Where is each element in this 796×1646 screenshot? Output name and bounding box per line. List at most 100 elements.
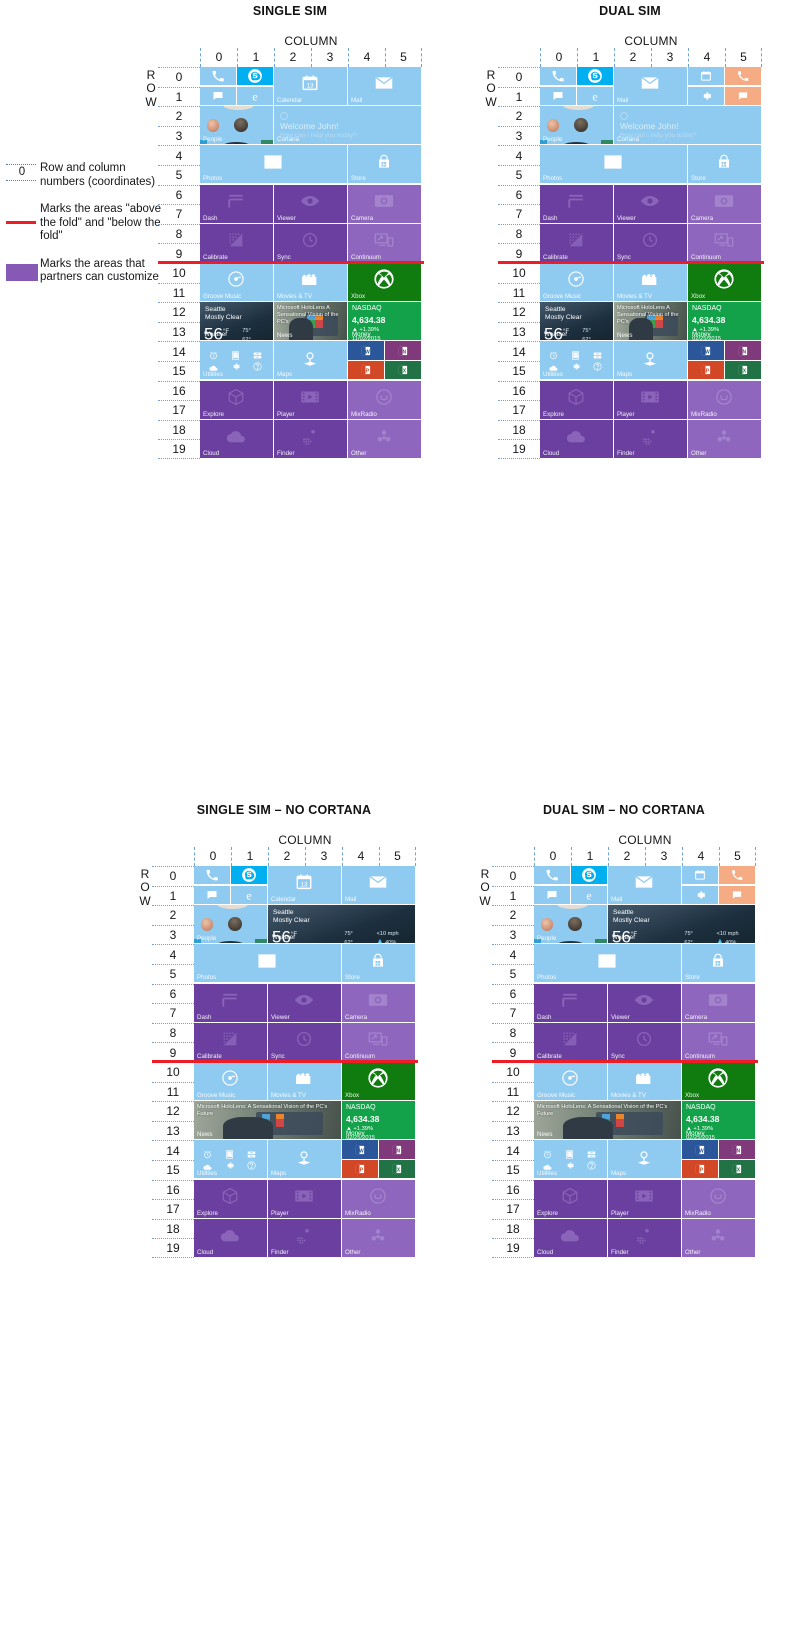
continuum-tile[interactable]: Continuum <box>342 1022 415 1061</box>
explore-tile[interactable]: Explore <box>534 1179 607 1218</box>
edge-tile[interactable]: e <box>237 86 273 105</box>
dual-sim-phone-tile[interactable] <box>719 866 755 885</box>
movies-tv-tile[interactable]: Movies & TV <box>268 1062 341 1100</box>
viewer-tile[interactable]: Viewer <box>608 983 681 1022</box>
other-tile[interactable]: Other <box>688 419 761 458</box>
news-tile[interactable]: Microsoft HoloLens: A Sensational Vision… <box>534 1101 681 1140</box>
maps-tile[interactable]: Maps <box>614 341 687 380</box>
edge-tile[interactable]: e <box>577 86 613 105</box>
calendar-tile[interactable] <box>688 67 724 86</box>
skype-tile[interactable] <box>231 866 267 885</box>
movies-tv-tile[interactable]: Movies & TV <box>608 1062 681 1100</box>
people-tile[interactable]: People <box>534 905 607 944</box>
photos-tile[interactable]: Photos <box>540 145 687 184</box>
xbox-tile[interactable]: Xbox <box>342 1062 415 1100</box>
finder-tile[interactable]: Finder <box>268 1218 341 1257</box>
excel-tile[interactable]: X <box>719 1160 755 1179</box>
calendar-tile[interactable]: 13 Calendar <box>268 866 341 904</box>
dash-tile[interactable]: Dash <box>194 983 267 1022</box>
finder-tile[interactable]: Finder <box>614 419 687 458</box>
word-tile[interactable]: W <box>348 341 384 360</box>
dash-tile[interactable]: Dash <box>200 184 273 223</box>
calendar-tile[interactable] <box>682 866 718 885</box>
mail-tile[interactable]: Mail <box>342 866 415 904</box>
groove-music-tile[interactable]: Groove Music <box>200 263 273 301</box>
store-tile[interactable]: Store <box>348 145 421 184</box>
people-tile[interactable]: People <box>200 106 273 145</box>
calibrate-tile[interactable]: Calibrate <box>194 1022 267 1061</box>
utilities-tile[interactable]: Utilities <box>194 1140 267 1179</box>
maps-tile[interactable]: Maps <box>268 1140 341 1179</box>
finder-tile[interactable]: Finder <box>608 1218 681 1257</box>
groove-music-tile[interactable]: Groove Music <box>540 263 613 301</box>
money-tile[interactable]: NASDAQ 4,634.38 ▲ +1.39% 02/25/2015 Mone… <box>342 1101 415 1140</box>
camera-tile[interactable]: Camera <box>688 184 761 223</box>
weather-tile[interactable]: Seattle Mostly Clear 56°F 75° 62° <10 mph… <box>268 905 415 944</box>
other-tile[interactable]: Other <box>348 419 421 458</box>
settings-tile[interactable] <box>688 86 724 105</box>
sync-tile[interactable]: Sync <box>268 1022 341 1061</box>
money-tile[interactable]: NASDAQ 4,634.38 ▲ +1.39% 11/02/2015 Mone… <box>348 302 421 341</box>
xbox-tile[interactable]: Xbox <box>688 263 761 301</box>
continuum-tile[interactable]: Continuum <box>682 1022 755 1061</box>
phone-tile[interactable] <box>540 67 576 86</box>
phone-tile[interactable] <box>200 67 236 86</box>
cloud-tile[interactable]: Cloud <box>540 419 613 458</box>
other-tile[interactable]: Other <box>342 1218 415 1257</box>
dash-tile[interactable]: Dash <box>534 983 607 1022</box>
utilities-tile[interactable]: Utilities <box>534 1140 607 1179</box>
dual-sim-messaging-tile[interactable] <box>725 86 761 105</box>
excel-tile[interactable]: X <box>725 361 761 380</box>
player-tile[interactable]: Player <box>608 1179 681 1218</box>
maps-tile[interactable]: Maps <box>274 341 347 380</box>
xbox-tile[interactable]: Xbox <box>348 263 421 301</box>
finder-tile[interactable]: Finder <box>274 419 347 458</box>
movies-tv-tile[interactable]: Movies & TV <box>274 263 347 301</box>
messaging-tile[interactable] <box>540 86 576 105</box>
mixradio-tile[interactable]: MixRadio <box>688 380 761 419</box>
mixradio-tile[interactable]: MixRadio <box>682 1179 755 1218</box>
onenote-tile[interactable]: N <box>725 341 761 360</box>
store-tile[interactable]: Store <box>342 944 415 983</box>
onenote-tile[interactable]: N <box>719 1140 755 1159</box>
other-tile[interactable]: Other <box>682 1218 755 1257</box>
mail-tile[interactable]: Mail <box>348 67 421 105</box>
skype-tile[interactable] <box>577 67 613 86</box>
dash-tile[interactable]: Dash <box>540 184 613 223</box>
powerpoint-tile[interactable]: P <box>342 1160 378 1179</box>
phone-tile[interactable] <box>534 866 570 885</box>
player-tile[interactable]: Player <box>614 380 687 419</box>
powerpoint-tile[interactable]: P <box>688 361 724 380</box>
movies-tv-tile[interactable]: Movies & TV <box>614 263 687 301</box>
messaging-tile[interactable] <box>194 885 230 904</box>
powerpoint-tile[interactable]: P <box>348 361 384 380</box>
messaging-tile[interactable] <box>534 885 570 904</box>
store-tile[interactable]: Store <box>688 145 761 184</box>
powerpoint-tile[interactable]: P <box>682 1160 718 1179</box>
onenote-tile[interactable]: N <box>379 1140 415 1159</box>
player-tile[interactable]: Player <box>274 380 347 419</box>
onenote-tile[interactable]: N <box>385 341 421 360</box>
camera-tile[interactable]: Camera <box>348 184 421 223</box>
explore-tile[interactable]: Explore <box>200 380 273 419</box>
news-tile[interactable]: Microsoft HoloLens A Sensational Vision … <box>274 302 347 341</box>
store-tile[interactable]: Store <box>682 944 755 983</box>
people-tile[interactable]: People <box>540 106 613 145</box>
camera-tile[interactable]: Camera <box>682 983 755 1022</box>
edge-tile[interactable]: e <box>571 885 607 904</box>
calendar-tile[interactable]: 13 Calendar <box>274 67 347 105</box>
news-tile[interactable]: Microsoft HoloLens A Sensational Vision … <box>614 302 687 341</box>
sync-tile[interactable]: Sync <box>274 223 347 262</box>
photos-tile[interactable]: Photos <box>194 944 341 983</box>
settings-tile[interactable] <box>682 885 718 904</box>
mail-tile[interactable]: Mail <box>614 67 687 105</box>
weather-tile[interactable]: Seattle Mostly Clear 56°F 75° 62° Weather <box>540 302 613 341</box>
word-tile[interactable]: W <box>682 1140 718 1159</box>
mixradio-tile[interactable]: MixRadio <box>342 1179 415 1218</box>
calibrate-tile[interactable]: Calibrate <box>534 1022 607 1061</box>
money-tile[interactable]: NASDAQ 4,634.38 ▲ +1.39% 02/25/2015 Mone… <box>682 1101 755 1140</box>
photos-tile[interactable]: Photos <box>534 944 681 983</box>
news-tile[interactable]: Microsoft HoloLens: A Sensational Vision… <box>194 1101 341 1140</box>
sync-tile[interactable]: Sync <box>614 223 687 262</box>
photos-tile[interactable]: Photos <box>200 145 347 184</box>
